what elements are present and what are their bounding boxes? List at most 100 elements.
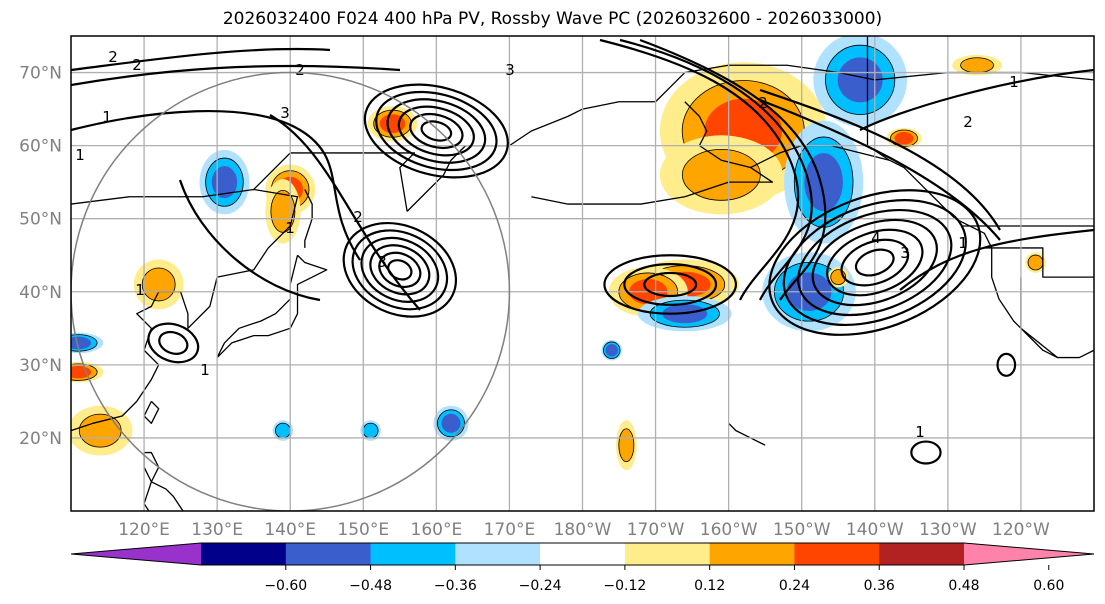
latitude-tick-label: 70°N: [19, 64, 62, 84]
longitude-tick-label: 170°W: [627, 520, 685, 540]
contour-line: [996, 352, 1017, 377]
anomaly-band: [618, 428, 635, 463]
longitude-tick-label: 160°E: [411, 520, 463, 540]
colorbar-segment: [285, 543, 372, 565]
contour-line: [269, 114, 421, 311]
contour-line: [639, 38, 827, 301]
longitude-tick-label: 130°W: [919, 520, 977, 540]
anomaly-band: [141, 267, 176, 302]
contour-line: [759, 98, 1001, 241]
contour-line: [619, 38, 813, 301]
latitude-tick-label: 20°N: [19, 429, 62, 449]
contour-group-east-china-sea: [147, 322, 200, 364]
colorbar-tick-label: −0.12: [603, 578, 646, 594]
longitude-tick-label: 150°E: [337, 520, 389, 540]
colorbar-segment: [709, 543, 795, 565]
latitude-axis: 70°N 60°N 50°N 40°N 30°N 20°N: [19, 64, 62, 449]
longitude-tick-label: 160°W: [700, 520, 758, 540]
anomaly-band: [270, 189, 296, 233]
contour-label: 3: [280, 104, 290, 122]
colorbar-segment: [794, 543, 880, 565]
longitude-tick-label: 120°E: [118, 520, 170, 540]
contour-label: 1: [135, 281, 145, 299]
contour-label: 2: [132, 56, 142, 74]
colorbar-tick-label: 0.12: [694, 578, 725, 594]
anomaly-band: [804, 153, 843, 212]
contour-line: [768, 189, 982, 336]
pv-anomaly-region: [199, 149, 250, 215]
contour-line: [409, 112, 464, 150]
anomaly-band: [441, 413, 461, 433]
contour-line: [363, 83, 509, 179]
anomaly-band: [605, 343, 618, 357]
colorbar-extend-max: [964, 543, 1094, 565]
contour-label: 2: [353, 208, 363, 226]
coastline: [984, 247, 1094, 278]
longitude-tick-label: 140°W: [846, 520, 904, 540]
contour-line: [623, 262, 718, 306]
anomaly-band: [681, 148, 761, 201]
contour-group-subtropical: [910, 440, 942, 465]
colorbar-tick-label: −0.60: [264, 578, 307, 594]
contour-group-central-pacific: [603, 254, 738, 315]
contour-label: 3: [377, 253, 387, 271]
coastline: [143, 400, 160, 424]
coastline: [406, 86, 671, 212]
contour-label: 1: [102, 108, 112, 126]
contour-line: [158, 330, 189, 355]
colorbar: −0.60 −0.48 −0.36 −0.24 −0.12 0.12 0.24 0.36 0.4…: [70, 542, 1095, 594]
contour-label: 1: [1009, 73, 1019, 91]
colorbar-segment: [879, 543, 965, 565]
contour-label: 1: [75, 146, 85, 164]
anomaly-band: [275, 422, 291, 439]
anomaly-band: [837, 57, 883, 103]
anomaly-band: [78, 413, 122, 448]
pv-anomaly-region: [813, 36, 908, 127]
pv-anomaly-region: [133, 259, 184, 310]
colorbar-tick-label: 0.60: [1033, 578, 1064, 594]
coastline: [531, 101, 774, 205]
longitude-tick-label: 180°W: [554, 520, 612, 540]
longitude-tick-label: 130°E: [191, 520, 243, 540]
contour-label: 2: [108, 48, 118, 66]
anomaly-band: [71, 365, 92, 379]
contour-line: [375, 90, 498, 172]
plot-frame: [70, 35, 1095, 512]
longitude-tick-label: 150°W: [773, 520, 831, 540]
contour-line: [178, 179, 321, 302]
contour-label: 1: [915, 423, 925, 441]
coastline: [728, 422, 766, 446]
pv-anomaly-fill-layer: [71, 36, 1046, 471]
longitude-tick-label: 170°E: [484, 520, 536, 540]
anomaly-band: [211, 166, 238, 199]
contour-line: [899, 228, 1094, 291]
anomaly-band: [362, 422, 379, 439]
contour-line: [826, 228, 924, 297]
contour-line: [840, 238, 910, 287]
pv-anomaly-region: [71, 405, 133, 456]
contour-line: [420, 120, 453, 142]
contour-line: [71, 64, 401, 87]
contour-line: [351, 229, 449, 311]
anomaly-band: [960, 57, 994, 74]
contour-line: [360, 236, 440, 303]
colorbar-tick-label: −0.36: [434, 578, 477, 594]
contour-line: [147, 322, 200, 364]
contour-line: [397, 105, 475, 157]
latitude-tick-label: 30°N: [19, 356, 62, 376]
colorbar-segment: [455, 543, 541, 565]
colorbar-segment: [540, 543, 626, 565]
contour-label: 1: [200, 361, 210, 379]
anomaly-band: [894, 132, 914, 145]
gridlines: [71, 36, 1094, 511]
contour-line: [386, 98, 487, 164]
contour-group-japan-east: [342, 221, 458, 318]
contour-line: [71, 47, 331, 72]
contour-label: 3: [900, 244, 910, 262]
contour-line: [378, 251, 422, 289]
contour-line: [759, 88, 1001, 231]
longitude-axis: 120°E 130°E 140°E 150°E 160°E 170°E 180°W 170°W…: [118, 520, 1050, 540]
latitude-tick-label: 60°N: [19, 137, 62, 157]
